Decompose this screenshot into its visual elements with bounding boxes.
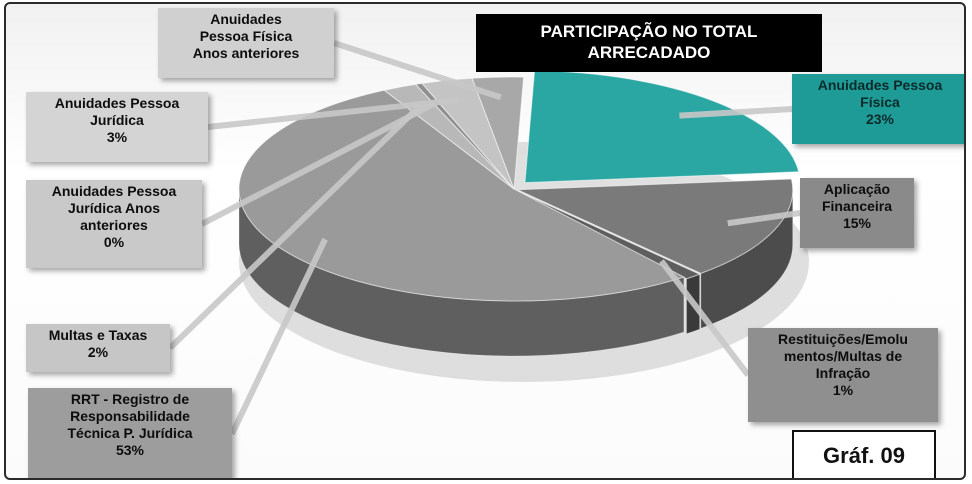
pie-slice-2 [516, 190, 701, 280]
leader-line-2 [658, 259, 751, 377]
leader-line-6 [207, 96, 460, 130]
leader-line-7 [333, 40, 502, 101]
pie-chart [167, 40, 809, 436]
leader-line-5 [200, 100, 438, 227]
pie-slice-3 [238, 89, 686, 302]
pie-slice-0 [524, 70, 800, 184]
leader-line-0 [679, 106, 793, 119]
leader-line-4 [167, 103, 423, 351]
leader-line-1 [727, 210, 801, 227]
label-rrt: RRT - Registro de Responsabilidade Técni… [28, 388, 232, 478]
label-multas-taxas: Multas e Taxas 2% [26, 324, 170, 372]
label-aplicacao-financeira: Aplicação Financeira 15% [800, 178, 914, 248]
chart-title: PARTICIPAÇÃO NO TOTAL ARRECADADO [476, 14, 822, 72]
figure-badge: Gráf. 09 [792, 430, 936, 478]
label-restituicoes: Restituições/Emolu mentos/Multas de Infr… [748, 328, 938, 422]
leader-line-3 [229, 237, 328, 436]
chart-frame: PARTICIPAÇÃO NO TOTAL ARRECADADO Anuidad… [4, 2, 966, 480]
label-anuidades-pj-anos-anteriores: Anuidades Pessoa Jurídica Anos anteriore… [26, 180, 202, 268]
pie-slice-7 [471, 76, 525, 190]
label-anuidades-pessoa-fisica: Anuidades Pessoa Física 23% [792, 74, 964, 144]
label-anuidades-pessoa-juridica: Anuidades Pessoa Jurídica 3% [26, 92, 208, 162]
pie-slice-1 [517, 178, 794, 274]
label-anuidades-pf-anos-anteriores: Anuidades Pessoa Física Anos anteriores [158, 8, 334, 78]
